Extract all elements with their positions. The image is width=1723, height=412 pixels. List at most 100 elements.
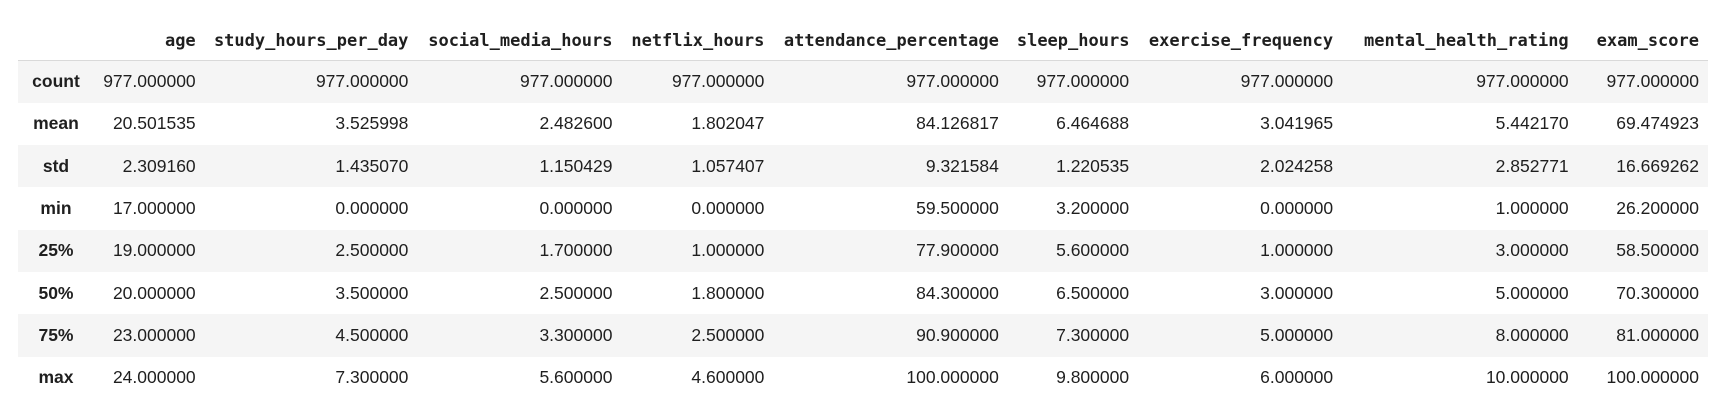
- table-cell: 977.000000: [315, 71, 409, 92]
- table-cell: 6.464688: [1056, 113, 1130, 134]
- table-cell: 977.000000: [671, 71, 765, 92]
- table-cell: 59.500000: [916, 198, 999, 219]
- table-cell: 7.300000: [1056, 324, 1130, 345]
- table-cell: 3.525998: [335, 113, 409, 134]
- table-row: count 977.000000 977.000000 977.000000 977.0…: [18, 60, 1708, 103]
- table-cell: 1.150429: [539, 155, 613, 176]
- table-cell: 26.200000: [1616, 198, 1699, 219]
- row-label: max: [38, 367, 74, 388]
- table-cell: 81.000000: [1616, 324, 1699, 345]
- table-cell: 70.300000: [1616, 282, 1699, 303]
- table-cell: 84.300000: [916, 282, 999, 303]
- table-cell: 9.800000: [1056, 367, 1130, 388]
- column-header-mental-health-rating: mental_health_rating: [1342, 18, 1578, 61]
- table-cell: 90.900000: [916, 324, 999, 345]
- table-cell: 6.000000: [1260, 367, 1334, 388]
- table-cell: 58.500000: [1616, 240, 1699, 261]
- dataframe-output: age study_hours_per_day social_media_hours…: [18, 18, 1708, 399]
- table-row: max 24.000000 7.300000 5.600000 4.600000 100.…: [18, 356, 1708, 399]
- column-header-sleep-hours: sleep_hours: [1007, 18, 1139, 61]
- table-cell: 3.500000: [335, 282, 409, 303]
- table-cell: 6.500000: [1056, 282, 1130, 303]
- table-cell: 17.000000: [112, 198, 196, 219]
- table-cell: 3.000000: [1495, 240, 1569, 261]
- table-cell: 2.852771: [1495, 155, 1569, 176]
- table-row: 75% 23.000000 4.500000 3.300000 2.500000 90.9…: [18, 314, 1708, 357]
- column-header-netflix-hours: netflix_hours: [621, 18, 774, 61]
- table-cell: 4.500000: [335, 324, 409, 345]
- table-cell: 24.000000: [112, 367, 196, 388]
- table-cell: 0.000000: [691, 198, 765, 219]
- column-header-exercise-frequency: exercise_frequency: [1138, 18, 1343, 61]
- table-cell: 84.126817: [916, 113, 999, 134]
- table-cell: 16.669262: [1616, 155, 1699, 176]
- row-label: std: [42, 155, 70, 176]
- column-header-exam-score: exam_score: [1577, 18, 1708, 61]
- row-label: 25%: [38, 240, 74, 261]
- row-label: 50%: [38, 282, 74, 303]
- table-row: 25% 19.000000 2.500000 1.700000 1.000000 77.9…: [18, 229, 1708, 272]
- table-cell: 1.000000: [1495, 198, 1569, 219]
- table-cell: 8.000000: [1495, 324, 1569, 345]
- table-cell: 7.300000: [335, 367, 409, 388]
- row-label: count: [32, 71, 80, 92]
- table-cell: 1.000000: [691, 240, 765, 261]
- table-cell: 977.000000: [519, 71, 613, 92]
- index-header: [18, 18, 94, 61]
- header-row: age study_hours_per_day social_media_hours…: [18, 18, 1708, 61]
- table-cell: 977.000000: [1036, 71, 1130, 92]
- table-cell: 977.000000: [906, 71, 999, 92]
- table-cell: 2.482600: [539, 113, 613, 134]
- table-cell: 0.000000: [335, 198, 409, 219]
- column-header-age: age: [93, 18, 205, 61]
- table-cell: 1.802047: [691, 113, 765, 134]
- table-cell: 20.501535: [112, 113, 196, 134]
- table-cell: 1.000000: [1260, 240, 1334, 261]
- table-cell: 2.309160: [122, 155, 196, 176]
- table-cell: 77.900000: [916, 240, 999, 261]
- row-label: 75%: [38, 324, 74, 345]
- table-cell: 2.500000: [539, 282, 613, 303]
- table-cell: 23.000000: [112, 324, 196, 345]
- table-cell: 3.000000: [1260, 282, 1334, 303]
- column-header-attendance-percentage: attendance_percentage: [773, 18, 1008, 61]
- table-cell: 20.000000: [112, 282, 196, 303]
- table-cell: 10.000000: [1485, 367, 1569, 388]
- table-cell: 4.600000: [691, 367, 765, 388]
- table-cell: 5.000000: [1260, 324, 1334, 345]
- table-row: min 17.000000 0.000000 0.000000 0.000000 59.5…: [18, 187, 1708, 230]
- column-header-study-hours-per-day: study_hours_per_day: [204, 18, 418, 61]
- table-cell: 19.000000: [112, 240, 196, 261]
- table-cell: 2.024258: [1260, 155, 1334, 176]
- table-cell: 5.600000: [539, 367, 613, 388]
- table-cell: 1.220535: [1056, 155, 1130, 176]
- table-cell: 100.000000: [906, 367, 999, 388]
- table-row: mean 20.501535 3.525998 2.482600 1.802047 84.…: [18, 102, 1708, 146]
- table-row: std 2.309160 1.435070 1.150429 1.057407 9.321…: [18, 145, 1708, 188]
- table-cell: 977.000000: [1606, 71, 1699, 92]
- table-cell: 977.000000: [1240, 71, 1334, 92]
- table-cell: 5.000000: [1495, 282, 1569, 303]
- table-cell: 1.435070: [335, 155, 409, 176]
- table-cell: 100.000000: [1606, 367, 1699, 388]
- table-cell: 977.000000: [103, 71, 196, 92]
- table-cell: 0.000000: [1260, 198, 1334, 219]
- table-cell: 3.200000: [1056, 198, 1130, 219]
- table-cell: 69.474923: [1616, 113, 1699, 134]
- table-cell: 1.700000: [539, 240, 613, 261]
- row-label: mean: [33, 113, 79, 134]
- table-cell: 1.800000: [691, 282, 765, 303]
- column-header-social-media-hours: social_media_hours: [417, 18, 622, 61]
- table-body: count 977.000000 977.000000 977.000000 977.0…: [18, 60, 1708, 399]
- table-cell: 977.000000: [1476, 71, 1569, 92]
- table-cell: 9.321584: [925, 155, 999, 176]
- table-cell: 2.500000: [691, 324, 765, 345]
- table-cell: 3.041965: [1260, 113, 1334, 134]
- table-cell: 0.000000: [539, 198, 613, 219]
- table-cell: 5.442170: [1495, 113, 1569, 134]
- row-label: min: [40, 198, 72, 219]
- table-cell: 5.600000: [1056, 240, 1130, 261]
- table-cell: 1.057407: [691, 155, 765, 176]
- table-row: 50% 20.000000 3.500000 2.500000 1.800000 84.3…: [18, 271, 1708, 315]
- table-cell: 3.300000: [539, 324, 613, 345]
